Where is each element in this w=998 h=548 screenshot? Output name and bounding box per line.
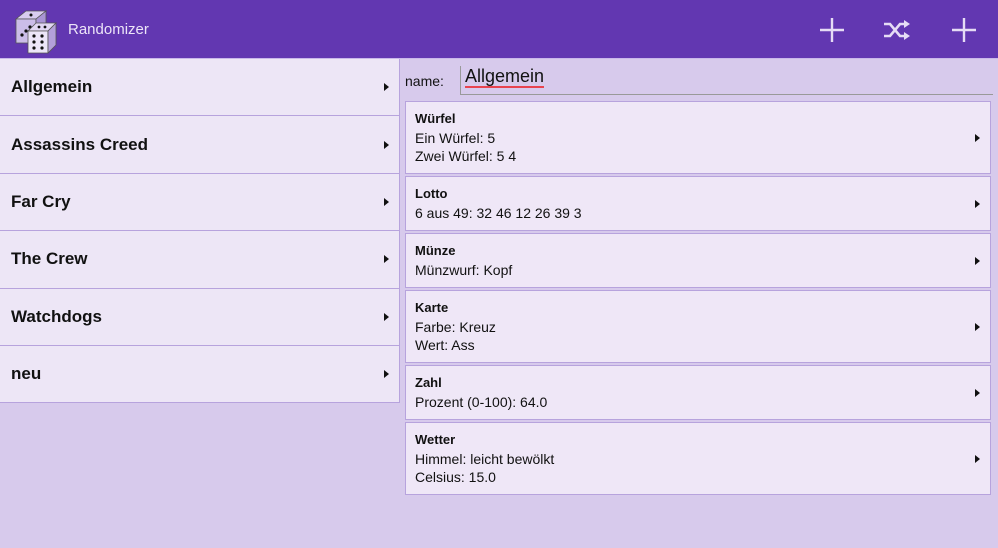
card-line: Celsius: 15.0 — [415, 469, 496, 485]
card-zahl[interactable]: Zahl Prozent (0-100): 64.0 — [405, 365, 991, 420]
list-item-the-crew[interactable]: The Crew — [0, 231, 400, 289]
category-list: Allgemein Assassins Creed Far Cry The Cr… — [0, 59, 400, 404]
card-line: Ein Würfel: 5 — [415, 130, 496, 146]
list-item-label: neu — [11, 364, 42, 384]
arrow-right-icon — [384, 370, 389, 379]
list-item-allgemein[interactable]: Allgemein — [0, 59, 400, 117]
card-title: Würfel — [415, 111, 456, 126]
card-line: Wert: Ass — [415, 337, 475, 353]
name-input[interactable]: Allgemein — [460, 66, 993, 95]
name-value: Allgemein — [465, 66, 545, 88]
list-item-neu[interactable]: neu — [0, 345, 400, 404]
shuffle-button-shuffle-icon[interactable] — [881, 14, 913, 46]
card-title: Wetter — [415, 432, 456, 447]
list-item-assassins-creed[interactable]: Assassins Creed — [0, 116, 400, 174]
list-item-watchdogs[interactable]: Watchdogs — [0, 288, 400, 346]
card-wetter[interactable]: Wetter Himmel: leicht bewölkt Celsius: 15.… — [405, 422, 991, 495]
card-line: Himmel: leicht bewölkt — [415, 451, 555, 467]
randomizer-list: Würfel Ein Würfel: 5 Zwei Würfel: 5 4 Lott… — [405, 101, 991, 497]
card-title: Zahl — [415, 375, 442, 390]
arrow-right-icon — [384, 312, 389, 321]
card-wuerfel[interactable]: Würfel Ein Würfel: 5 Zwei Würfel: 5 4 — [405, 101, 991, 174]
arrow-right-icon — [975, 133, 980, 142]
card-line: Farbe: Kreuz — [415, 319, 496, 335]
arrow-right-icon — [975, 322, 980, 331]
card-title: Lotto — [415, 186, 448, 201]
arrow-right-icon — [384, 255, 389, 264]
arrow-right-icon — [975, 454, 980, 463]
list-item-label: Allgemein — [11, 77, 93, 97]
list-item-label: Watchdogs — [11, 306, 102, 326]
card-line: Prozent (0-100): 64.0 — [415, 394, 548, 410]
name-row: name: Allgemein — [405, 66, 993, 96]
arrow-right-icon — [975, 256, 980, 265]
add-item-button-plus-icon[interactable] — [948, 14, 980, 46]
action-bar: Randomizer — [0, 0, 998, 59]
card-line: Münzwurf: Kopf — [415, 262, 513, 278]
list-item-label: Far Cry — [11, 191, 71, 211]
app-title: Randomizer — [68, 21, 149, 38]
arrow-right-icon — [384, 140, 389, 149]
dice-logo-icon — [14, 10, 57, 54]
card-line: 6 aus 49: 32 46 12 26 39 3 — [415, 205, 582, 221]
arrow-right-icon — [975, 199, 980, 208]
card-karte[interactable]: Karte Farbe: Kreuz Wert: Ass — [405, 290, 991, 363]
card-line: Zwei Würfel: 5 4 — [415, 148, 517, 164]
card-muenze[interactable]: Münze Münzwurf: Kopf — [405, 233, 991, 288]
arrow-right-icon — [384, 197, 389, 206]
card-title: Karte — [415, 300, 449, 315]
card-lotto[interactable]: Lotto 6 aus 49: 32 46 12 26 39 3 — [405, 176, 991, 231]
list-item-far-cry[interactable]: Far Cry — [0, 173, 400, 232]
add-button-plus-icon[interactable] — [816, 14, 848, 46]
card-title: Münze — [415, 243, 456, 258]
name-label: name: — [405, 73, 444, 89]
arrow-right-icon — [975, 388, 980, 397]
list-item-label: Assassins Creed — [11, 134, 149, 154]
arrow-right-icon — [384, 83, 389, 92]
list-item-label: The Crew — [11, 249, 88, 269]
